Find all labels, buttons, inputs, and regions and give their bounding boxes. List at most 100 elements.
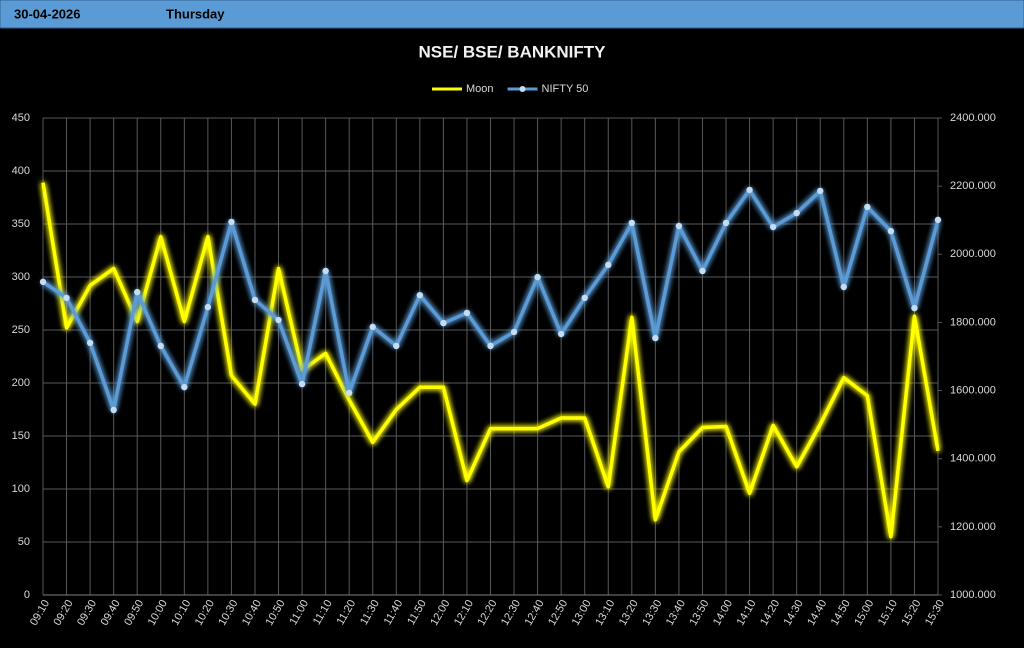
point xyxy=(746,186,753,194)
x-tick-label: 14:00 xyxy=(711,598,735,628)
x-tick-label: 11:30 xyxy=(358,598,382,627)
point xyxy=(557,330,565,338)
y-tick-label: 350 xyxy=(12,218,30,230)
x-tick-label: 11:40 xyxy=(382,598,406,627)
point xyxy=(322,267,329,275)
point xyxy=(86,339,94,347)
point xyxy=(251,296,259,304)
x-tick-label: 11:00 xyxy=(287,598,311,627)
x-tick-label: 14:20 xyxy=(758,598,782,628)
header-bar xyxy=(0,0,1024,29)
point xyxy=(817,187,824,195)
point xyxy=(345,389,353,397)
x-tick-label: 09:10 xyxy=(28,598,52,628)
x-tick-label: 13:00 xyxy=(570,598,594,628)
point xyxy=(911,304,918,312)
point xyxy=(228,218,235,226)
point xyxy=(487,342,494,350)
x-tick-label: 12:00 xyxy=(428,598,452,628)
y2-tick-label: 1800.000 xyxy=(950,316,996,328)
point xyxy=(369,323,376,331)
x-tick-label: 12:10 xyxy=(452,598,476,628)
y-tick-label: 250 xyxy=(12,324,30,336)
x-tick-label: 14:30 xyxy=(782,598,806,628)
point xyxy=(110,406,117,414)
x-tick-label: 10:30 xyxy=(216,598,240,628)
x-tick-label: 13:10 xyxy=(593,598,617,628)
legend-label: NIFTY 50 xyxy=(542,83,589,95)
header-date: 30-04-2026 xyxy=(14,6,81,21)
x-tick-label: 10:40 xyxy=(240,598,264,628)
point xyxy=(534,273,541,281)
y-tick-label: 300 xyxy=(12,271,30,283)
x-tick-label: 14:50 xyxy=(829,598,853,628)
point xyxy=(652,334,659,342)
y2-tick-label: 2200.000 xyxy=(950,180,996,192)
point xyxy=(134,288,141,296)
point xyxy=(393,342,400,350)
x-tick-label: 09:30 xyxy=(75,598,99,628)
point xyxy=(769,223,777,231)
x-tick-label: 12:30 xyxy=(499,598,523,628)
x-tick-label: 11:20 xyxy=(335,598,359,627)
legend-marker xyxy=(519,86,526,92)
y-tick-label: 450 xyxy=(12,112,30,124)
x-tick-label: 15:00 xyxy=(852,598,876,628)
x-tick-label: 13:40 xyxy=(664,598,688,628)
x-tick-label: 12:50 xyxy=(546,598,570,628)
x-tick-label: 13:50 xyxy=(687,598,711,628)
x-tick-label: 11:10 xyxy=(311,598,335,627)
point xyxy=(581,294,588,302)
x-tick-label: 14:10 xyxy=(735,598,759,628)
x-tick-label: 12:40 xyxy=(523,598,547,628)
chart-title: NSE/ BSE/ BANKNIFTY xyxy=(418,42,606,61)
point xyxy=(510,328,518,336)
point xyxy=(722,219,730,227)
x-tick-label: 10:20 xyxy=(193,598,217,628)
x-tick-label: 11:50 xyxy=(405,598,429,627)
point xyxy=(793,209,800,217)
point xyxy=(157,342,164,350)
point xyxy=(204,303,212,311)
point xyxy=(181,383,188,391)
x-tick-label: 10:00 xyxy=(146,598,170,628)
point xyxy=(628,219,636,227)
x-tick-label: 14:40 xyxy=(805,598,829,628)
x-tick-label: 10:50 xyxy=(263,598,287,628)
x-tick-label: 15:30 xyxy=(923,598,947,628)
point xyxy=(463,309,471,317)
point xyxy=(887,227,895,235)
point xyxy=(39,278,47,286)
y2-tick-label: 1400.000 xyxy=(950,453,996,465)
x-tick-label: 15:10 xyxy=(876,598,900,628)
point xyxy=(864,203,871,211)
y-tick-label: 50 xyxy=(18,536,30,548)
y2-tick-label: 1600.000 xyxy=(950,384,996,396)
point xyxy=(675,222,683,230)
y2-tick-label: 2000.000 xyxy=(950,248,996,260)
legend-label: Moon xyxy=(466,83,494,95)
point xyxy=(298,380,306,388)
x-tick-label: 15:20 xyxy=(899,598,923,628)
y2-tick-label: 2400.000 xyxy=(950,112,996,124)
point xyxy=(605,261,612,269)
point xyxy=(440,319,447,327)
x-tick-label: 13:20 xyxy=(617,598,641,628)
y2-tick-label: 1000.000 xyxy=(950,589,996,601)
y-tick-label: 150 xyxy=(12,430,30,442)
point xyxy=(840,283,847,291)
point xyxy=(416,291,424,299)
point xyxy=(934,216,942,224)
y-tick-label: 400 xyxy=(12,165,30,177)
x-tick-label: 09:40 xyxy=(99,598,123,628)
y-tick-label: 100 xyxy=(12,483,30,495)
point xyxy=(275,316,282,324)
x-tick-label: 09:20 xyxy=(52,598,76,628)
header-day: Thursday xyxy=(166,6,225,21)
y-tick-label: 200 xyxy=(12,377,30,389)
y-tick-label: 0 xyxy=(24,589,30,601)
x-tick-label: 09:50 xyxy=(122,598,146,628)
x-tick-label: 13:30 xyxy=(640,598,664,628)
